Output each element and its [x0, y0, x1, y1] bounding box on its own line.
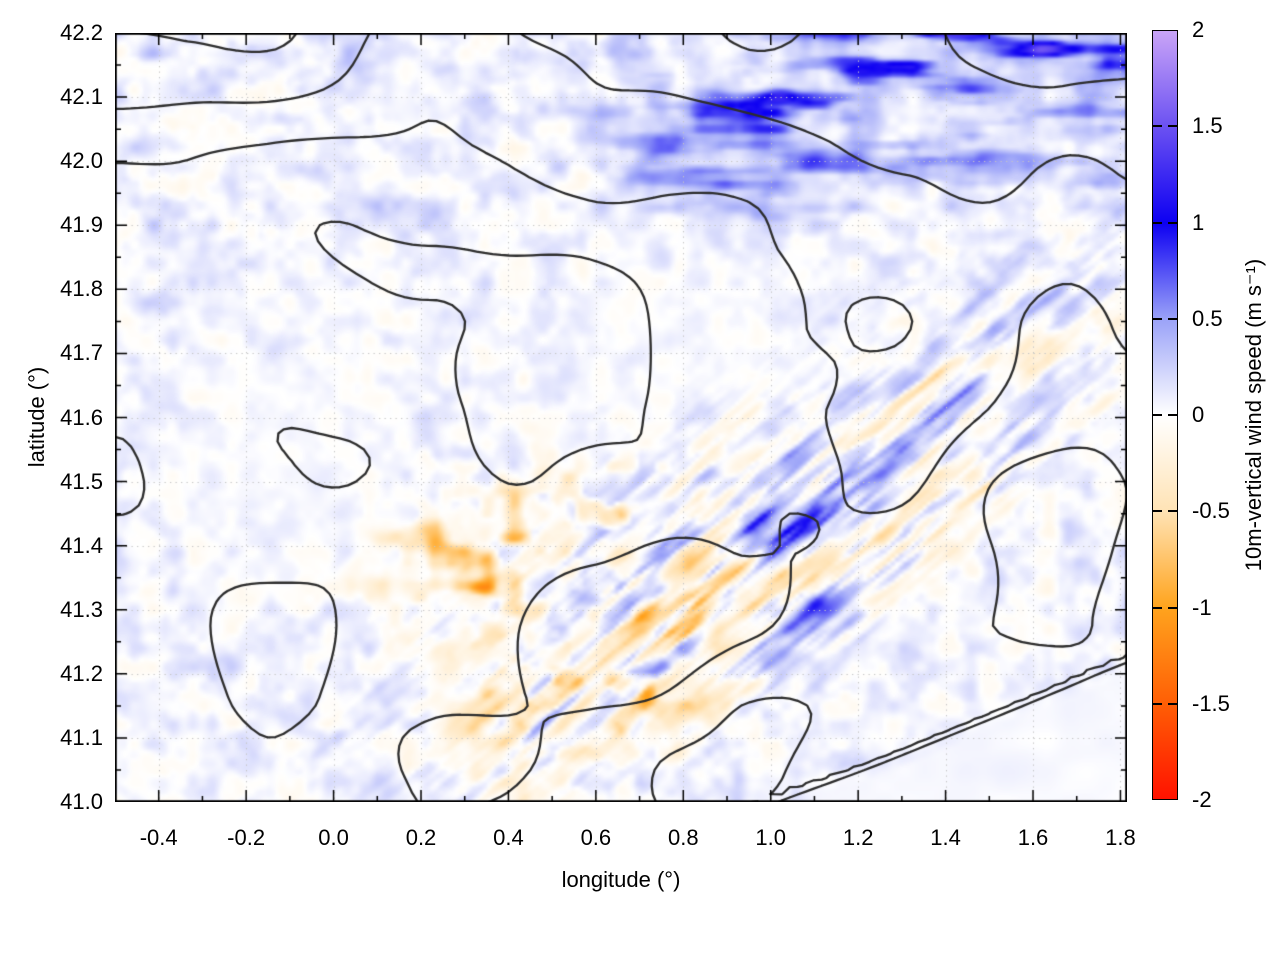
y-tick-label: 41.5 [60, 468, 103, 494]
x-tick-label: 0.8 [667, 825, 699, 850]
colorbar-tick-mark [1168, 606, 1177, 609]
colorbar-tick-mark [1168, 221, 1177, 224]
x-tick-label: 1.0 [755, 825, 787, 850]
colorbar-tick-label: -1.5 [1192, 690, 1230, 716]
x-tick-label: 1.2 [842, 825, 874, 850]
colorbar-tick-mark [1153, 702, 1162, 705]
heatmap-canvas [115, 33, 1127, 802]
colorbar-tick-label: -0.5 [1192, 498, 1230, 524]
colorbar-label: 10m-vertical wind speed (m s⁻¹) [1241, 258, 1266, 572]
y-axis-label: latitude (°) [24, 366, 49, 468]
colorbar-tick-mark [1168, 125, 1177, 128]
colorbar-tick-mark [1168, 317, 1177, 320]
colorbar-tick-mark [1153, 414, 1162, 416]
colorbar-tick-mark [1153, 221, 1162, 224]
y-tick-label: 41.2 [60, 660, 103, 686]
colorbar-tick-mark [1168, 510, 1177, 513]
x-tick-label: 1.6 [1017, 825, 1049, 850]
colorbar-tick-mark [1153, 317, 1162, 320]
y-tick-label: 41.9 [60, 212, 103, 238]
colorbar-tick-label: 2 [1192, 17, 1205, 42]
colorbar-tick-label: -1 [1192, 594, 1212, 620]
y-tick-label: 41.4 [60, 532, 103, 558]
y-tick-label: 42.0 [60, 148, 103, 174]
x-axis-label: longitude (°) [561, 867, 681, 892]
colorbar-tick-label: 0 [1192, 402, 1205, 427]
x-tick-label: 0.0 [318, 825, 349, 850]
x-tick-label: 0.4 [493, 825, 524, 850]
x-tick-label: 1.8 [1105, 825, 1136, 850]
colorbar-tick-label: 1.5 [1192, 113, 1223, 139]
y-tick-label: 41.1 [60, 724, 103, 750]
y-tick-label: 42.1 [60, 84, 103, 110]
colorbar-tick-label: 1 [1192, 209, 1205, 235]
x-tick-label: 0.6 [580, 825, 612, 850]
colorbar-tick-label: 0.5 [1192, 305, 1223, 331]
colorbar-tick-mark [1153, 125, 1162, 128]
y-tick-label: 41.7 [60, 340, 103, 366]
y-tick-label: 41.3 [60, 596, 103, 622]
colorbar-tick-mark [1153, 510, 1162, 513]
y-tick-label: 41.6 [60, 404, 103, 430]
x-tick-label: -0.2 [227, 825, 266, 850]
x-tick-label: 1.4 [930, 825, 961, 850]
colorbar-tick-label: -2 [1192, 787, 1212, 812]
colorbar-tick-mark [1168, 414, 1177, 416]
colorbar-tick-mark [1153, 606, 1162, 609]
x-tick-label: 0.2 [405, 825, 437, 850]
y-tick-label: 41.8 [60, 276, 103, 302]
colorbar-tick-mark [1168, 702, 1177, 705]
x-tick-label: -0.4 [139, 825, 178, 850]
y-tick-label: 42.2 [60, 20, 103, 45]
y-tick-label: 41.0 [60, 789, 103, 814]
